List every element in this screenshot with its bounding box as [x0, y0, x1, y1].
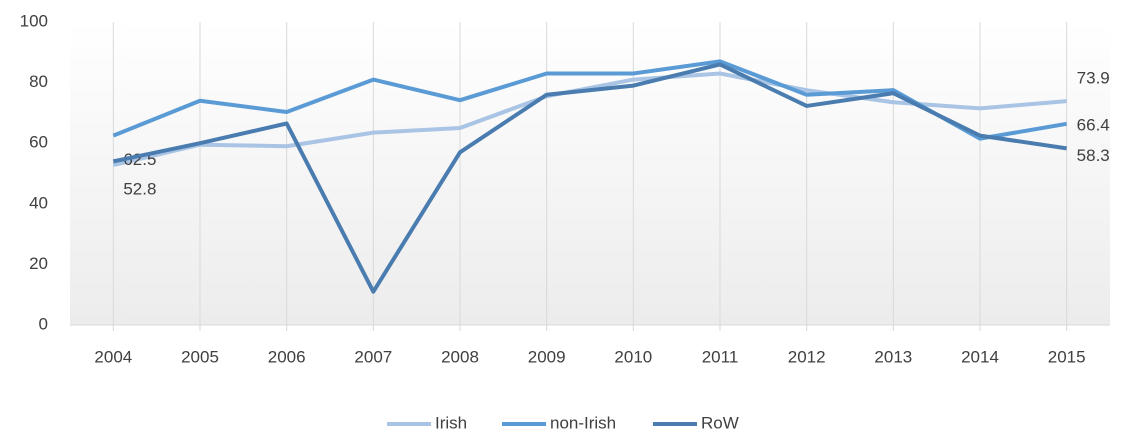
y-tick-label: 40 — [29, 193, 48, 212]
x-tick-label: 2015 — [1048, 347, 1086, 366]
data-label: 58.3 — [1077, 146, 1110, 165]
plot-area — [70, 22, 1110, 325]
data-label: 52.8 — [123, 180, 156, 199]
y-tick-label: 60 — [29, 133, 48, 152]
y-tick-label: 0 — [39, 314, 48, 333]
legend-label: RoW — [701, 413, 739, 432]
x-tick-label: 2005 — [181, 347, 219, 366]
x-tick-label: 2011 — [702, 347, 739, 366]
x-tick-label: 2004 — [94, 347, 132, 366]
x-tick-label: 2014 — [961, 347, 999, 366]
legend-label: Irish — [435, 413, 467, 432]
legend-label: non-Irish — [550, 413, 616, 432]
x-tick-label: 2013 — [874, 347, 912, 366]
x-tick-label: 2006 — [268, 347, 306, 366]
x-tick-label: 2012 — [788, 347, 826, 366]
y-tick-label: 100 — [20, 11, 48, 30]
x-tick-label: 2007 — [354, 347, 392, 366]
x-tick-label: 2008 — [441, 347, 479, 366]
series-line — [112, 62, 1067, 294]
y-tick-label: 80 — [29, 72, 48, 91]
data-label: 66.4 — [1077, 115, 1110, 134]
series-line — [112, 71, 1067, 167]
y-tick-label: 20 — [29, 254, 48, 273]
x-tick-label: 2009 — [528, 347, 566, 366]
data-label: 73.9 — [1077, 69, 1110, 88]
x-tick-label: 2010 — [614, 347, 652, 366]
